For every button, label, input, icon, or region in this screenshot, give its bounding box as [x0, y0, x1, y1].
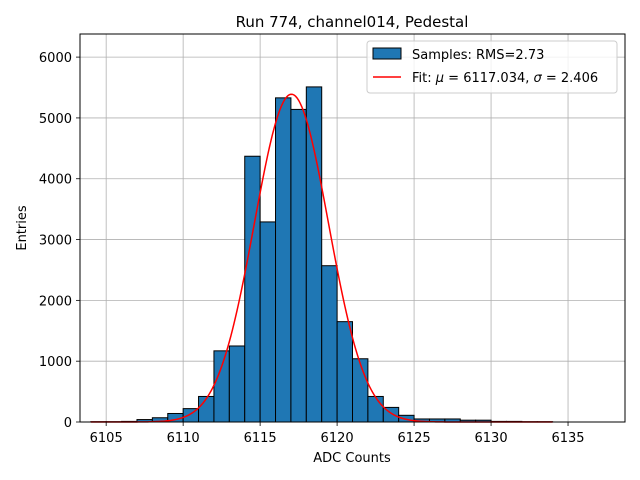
- y-tick-label: 4000: [39, 173, 72, 188]
- legend-histogram-label: Samples: RMS=2.73: [412, 48, 544, 63]
- histogram-bar: [290, 108, 307, 423]
- x-axis-label: ADC Counts: [313, 451, 391, 466]
- histogram-bar: [259, 221, 277, 423]
- histogram-bar: [244, 155, 261, 423]
- y-axis-ticks: 0 1000 2000 3000 4000 5000 6000: [39, 51, 80, 431]
- x-tick-label: 6135: [551, 431, 584, 446]
- histogram-bar: [305, 86, 323, 423]
- y-tick-label: 1000: [39, 355, 72, 370]
- histogram-bar: [198, 395, 215, 423]
- histogram-bar: [275, 97, 292, 423]
- y-tick-label: 5000: [39, 112, 72, 127]
- y-tick-label: 3000: [39, 234, 72, 249]
- x-tick-label: 6110: [167, 431, 200, 446]
- legend-histogram-swatch: [372, 47, 402, 60]
- histogram-bar: [228, 345, 246, 423]
- x-tick-label: 6130: [475, 431, 508, 446]
- histogram-bar: [352, 358, 369, 423]
- legend: Samples: RMS=2.73 Fit: μ = 6117.034, σ =…: [366, 40, 618, 94]
- histogram-bar: [367, 395, 384, 423]
- y-axis-label: Entries: [15, 205, 30, 251]
- x-tick-label: 6120: [321, 431, 354, 446]
- x-tick-label: 6125: [398, 431, 431, 446]
- legend-box: [366, 40, 618, 94]
- histogram-bars: [90, 86, 554, 423]
- x-tick-label: 6115: [244, 431, 277, 446]
- y-tick-label: 0: [64, 416, 72, 431]
- chart-title: Run 774, channel014, Pedestal: [236, 13, 469, 31]
- plot-frame: [79, 33, 626, 423]
- histogram-bar: [336, 321, 354, 423]
- legend-fit-label: Fit: μ = 6117.034, σ = 2.406: [412, 71, 598, 86]
- histogram-bar: [321, 265, 338, 423]
- x-axis-ticks: 6105 6110 6115 6120 6125 6130 6135: [90, 422, 585, 446]
- y-tick-label: 6000: [39, 51, 72, 66]
- x-tick-label: 6105: [90, 431, 123, 446]
- y-tick-label: 2000: [39, 294, 72, 309]
- histogram-bar: [213, 350, 230, 423]
